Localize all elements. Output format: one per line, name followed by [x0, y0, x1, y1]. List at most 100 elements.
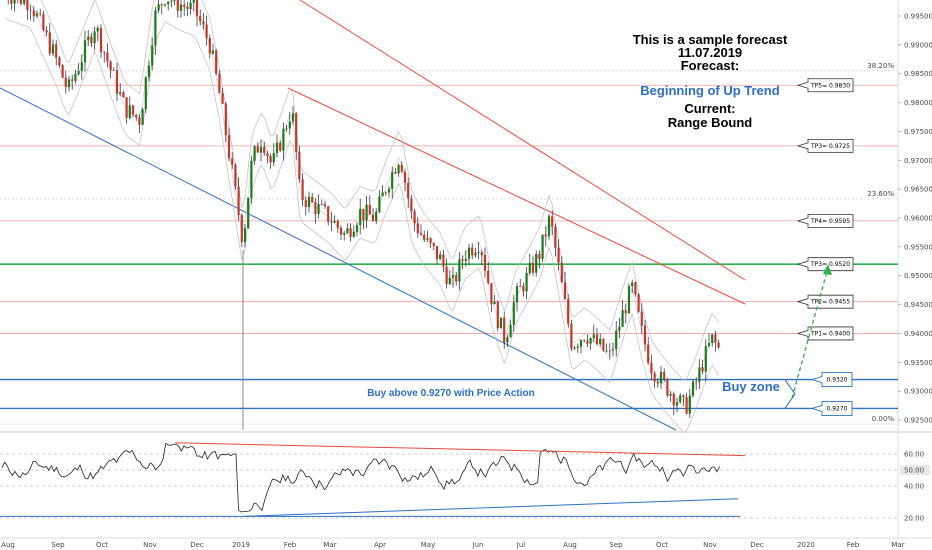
candle-down — [490, 283, 493, 305]
time-tick-label: Nov — [703, 541, 717, 549]
price-tick-label: 0.93000 — [904, 388, 932, 396]
candle-up — [698, 367, 701, 382]
rsi-support-line — [242, 498, 739, 517]
price-tick-label: 0.93500 — [904, 359, 932, 367]
candle-up — [154, 10, 157, 46]
resistance-trendline-upper — [299, 0, 746, 281]
candle-down — [256, 146, 259, 153]
target-callout-label: TP2= 0.9455 — [810, 299, 850, 306]
candle-up — [119, 92, 122, 94]
candle-down — [666, 378, 669, 396]
price-tick-label: 0.94000 — [904, 330, 932, 338]
candle-up — [659, 371, 663, 384]
candle-up — [547, 216, 551, 237]
candle-up — [448, 277, 451, 285]
band-lower — [4, 18, 719, 434]
candle-up — [467, 247, 471, 259]
candle-down — [519, 286, 522, 287]
time-tick-label: Oct — [96, 541, 108, 549]
candle-down — [487, 270, 490, 284]
candle-down — [266, 153, 269, 156]
annotation-line: Forecast: — [681, 58, 740, 73]
candle-down — [701, 367, 704, 372]
candle-down — [384, 192, 387, 194]
price-tick-label: 0.97000 — [904, 157, 932, 165]
candle-up — [605, 350, 608, 352]
band-mid — [24, 0, 719, 408]
time-tick-label: Oct — [656, 541, 668, 549]
candle-down — [538, 253, 541, 259]
candle-down — [371, 214, 375, 222]
candle-up — [144, 77, 147, 110]
candle-up — [541, 234, 544, 259]
price-tick-label: 0.99000 — [904, 41, 932, 49]
candle-down — [461, 259, 464, 261]
candle-down — [311, 196, 314, 203]
candle-up — [87, 36, 90, 41]
price-tick-label: 0.96000 — [904, 215, 932, 223]
candle-up — [439, 254, 442, 260]
candle-down — [32, 10, 35, 17]
price-tick-label: 0.98500 — [904, 70, 932, 78]
candle-up — [365, 204, 368, 221]
forecast-arrow-head — [823, 264, 832, 275]
candle-up — [35, 13, 39, 17]
candle-up — [173, 0, 176, 1]
candle-down — [122, 92, 125, 98]
time-tick-label: Aug — [1, 541, 15, 549]
candle-down — [221, 93, 224, 104]
candles — [7, 0, 720, 418]
candle-up — [477, 252, 480, 253]
candle-up — [285, 128, 288, 130]
candle-up — [253, 146, 256, 161]
resistance-trendline-lower — [287, 87, 746, 305]
candle-down — [227, 135, 231, 159]
candle-up — [611, 349, 615, 351]
candle-down — [103, 51, 106, 53]
candle-down — [269, 155, 272, 163]
candle-down — [106, 52, 109, 62]
candle-down — [637, 294, 640, 312]
price-tick-label: 0.96500 — [904, 186, 932, 194]
candle-down — [650, 363, 653, 374]
candle-down — [183, 4, 186, 7]
time-tick-label: May — [421, 541, 435, 549]
annotation-line: 11.07.2019 — [678, 45, 742, 60]
candle-up — [93, 31, 96, 44]
candle-down — [551, 216, 554, 227]
candle-up — [343, 232, 346, 235]
candle-up — [275, 142, 279, 154]
time-tick-label: Mar — [891, 541, 904, 549]
candle-down — [237, 186, 240, 216]
candle-down — [330, 221, 333, 223]
candle-down — [295, 113, 298, 153]
candle-down — [135, 114, 138, 118]
candle-up — [704, 345, 707, 372]
candle-down — [583, 340, 586, 342]
time-axis: Aug Sep Oct Nov Dec 2019 Feb Mar Apr May Jun Jul Aug… — [1, 541, 905, 549]
candle-down — [199, 16, 202, 22]
candle-up — [317, 204, 320, 215]
candle-up — [83, 40, 87, 63]
candle-up — [707, 343, 711, 346]
candle-down — [298, 152, 301, 180]
candle-down — [567, 298, 570, 324]
rsi-resistance-line — [174, 442, 746, 457]
time-tick-label: Sep — [609, 541, 623, 549]
candle-up — [579, 340, 583, 347]
candle-up — [515, 286, 519, 303]
candle-down — [407, 182, 410, 199]
target-callout-label: TP5= 0.9830 — [810, 82, 850, 89]
candle-up — [23, 0, 26, 4]
candle-down — [544, 234, 547, 237]
candle-down — [29, 9, 32, 11]
candle-down — [64, 77, 67, 87]
candle-down — [205, 24, 208, 39]
candle-up — [621, 310, 624, 327]
candle-down — [570, 323, 573, 349]
candle-down — [45, 30, 48, 33]
candle-up — [163, 4, 167, 6]
candle-down — [586, 340, 589, 344]
candle-down — [695, 381, 698, 383]
candle-up — [167, 1, 170, 5]
